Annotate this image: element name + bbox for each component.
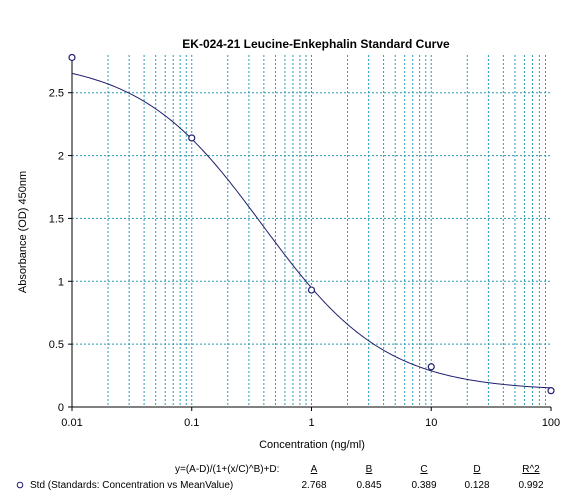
fit-param-label: A [311,464,318,475]
fit-param-value: 0.992 [518,480,543,491]
fit-param-label: B [366,464,373,475]
x-axis-label: Concentration (ng/ml) [259,439,365,451]
data-point [68,53,76,62]
y-tick-label: 1 [58,276,64,288]
x-tick-label: 0.01 [61,417,82,429]
fit-param-value: 0.845 [356,480,381,491]
y-axis-label: Absorbance (OD) 450nm [17,171,29,293]
fit-parameter-headers: A B C D R^2 [311,464,541,475]
data-point [427,363,435,371]
x-tick-label: 1 [308,417,314,429]
x-tick-label: 100 [542,417,560,429]
y-tick-labels: 0 0.5 1 1.5 2 2.5 [49,88,72,414]
x-tick-labels: 0.01 0.1 1 10 100 [61,407,560,429]
fit-equation: y=(A-D)/(1+(x/C)^B)+D: [175,464,279,475]
y-tick-label: 0 [58,402,64,414]
data-points [68,53,555,395]
fit-param-value: 2.768 [301,480,326,491]
x-tick-label: 10 [425,417,437,429]
fit-param-label: R^2 [522,464,540,475]
data-point [188,134,196,142]
legend-marker-icon [16,481,24,489]
grid [72,55,551,407]
fit-param-label: D [473,464,480,475]
y-tick-label: 1.5 [49,213,64,225]
fit-parameter-values: 2.768 0.845 0.389 0.128 0.992 [301,480,543,491]
x-tick-label: 0.1 [184,417,199,429]
y-tick-label: 2.5 [49,88,64,100]
fit-param-value: 0.128 [464,480,489,491]
y-tick-label: 2 [58,151,64,163]
data-point [307,286,316,294]
fit-param-value: 0.389 [411,480,436,491]
data-point [547,387,555,395]
fit-param-label: C [420,464,427,475]
legend-label: Std (Standards: Concentration vs MeanVal… [30,480,233,491]
chart-title: EK-024-21 Leucine-Enkephalin Standard Cu… [182,37,450,51]
y-tick-label: 0.5 [49,339,64,351]
